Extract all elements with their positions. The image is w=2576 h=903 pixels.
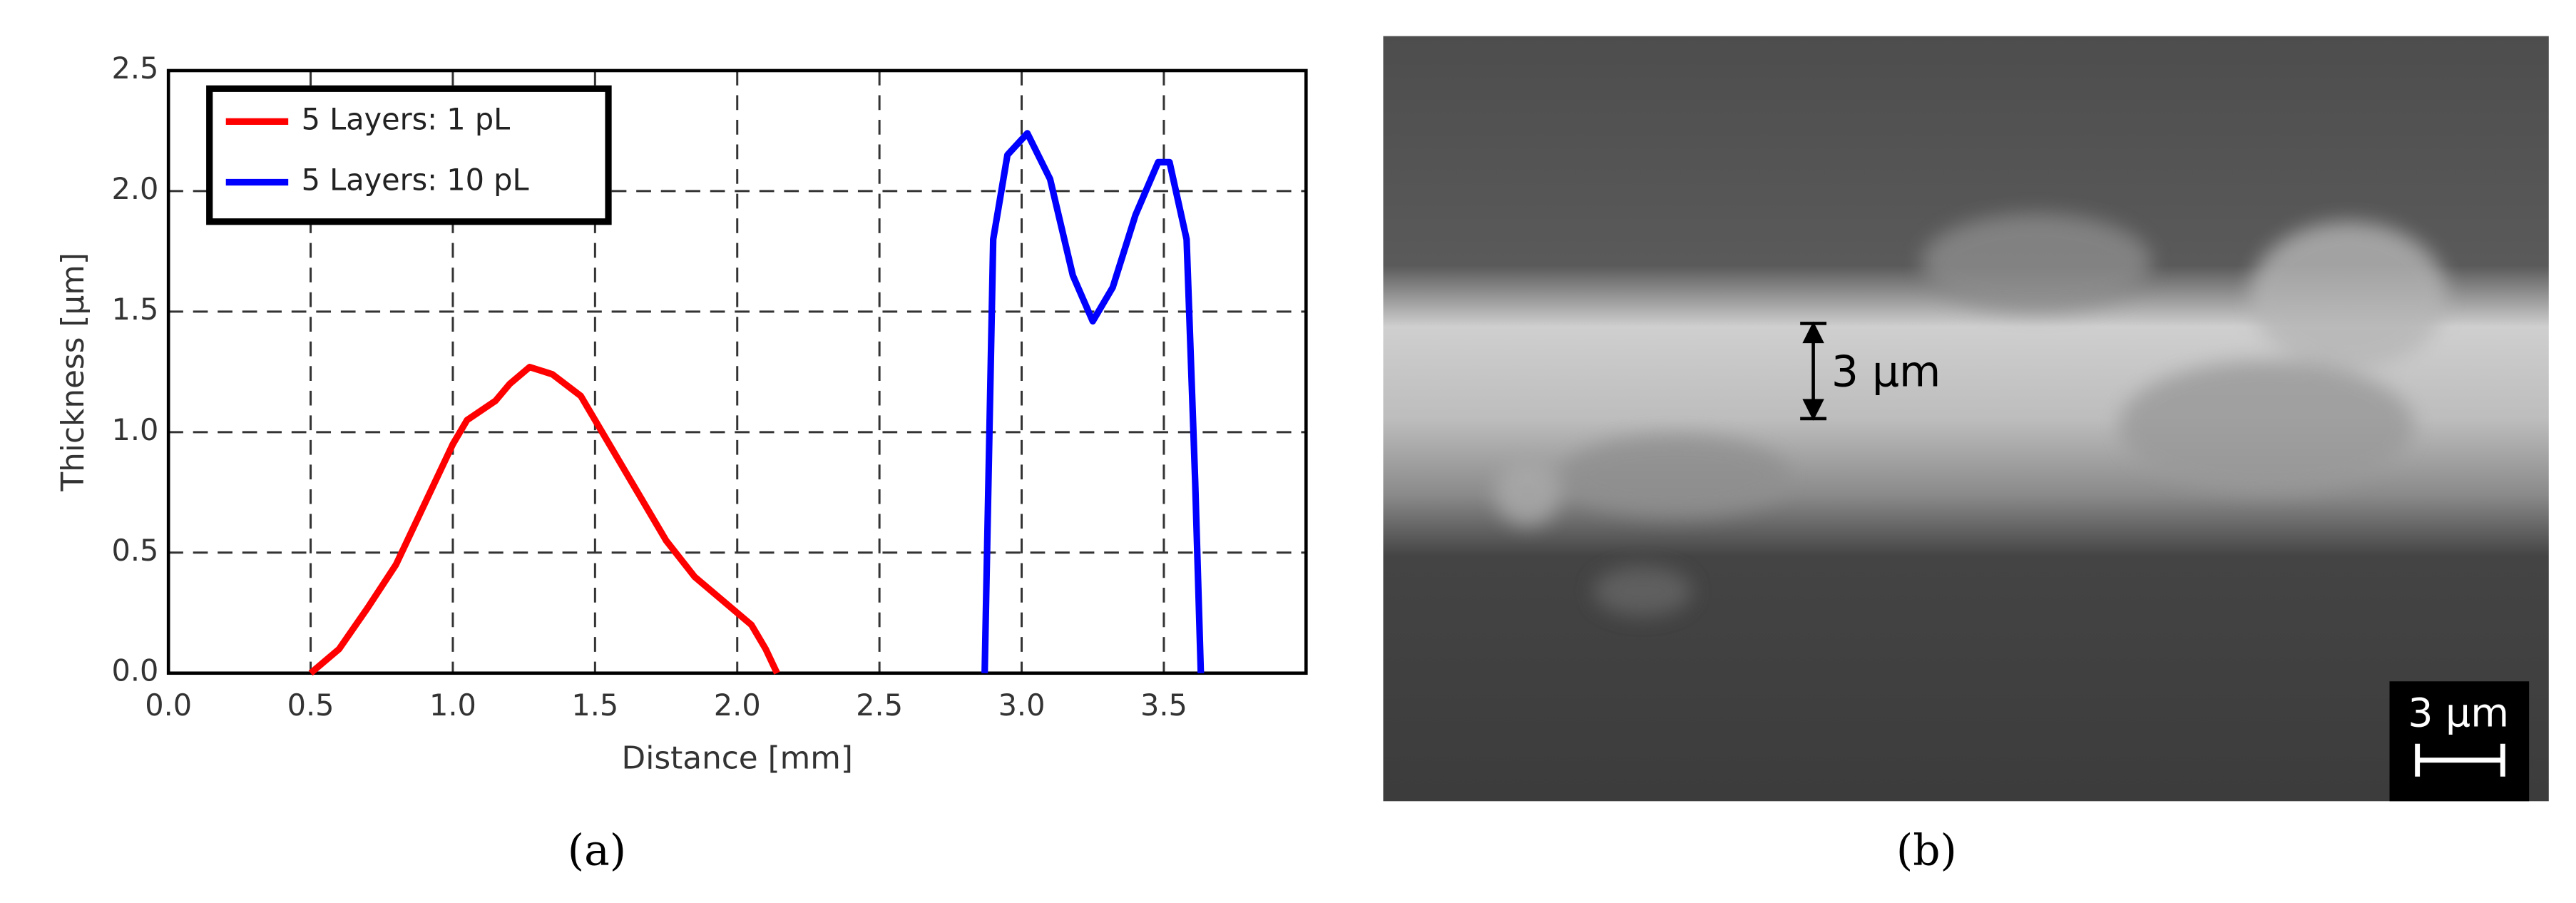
y-tick-label: 1.0 [111,413,158,447]
x-tick-label: 1.5 [571,688,618,723]
plot-area: 0.0 0.5 1.0 1.5 2.0 2.5 3.0 3.5 0.0 0.5 1.0 1.5 2.0 2… [55,51,1308,777]
x-axis-label: Distance [mm] [622,740,853,777]
panel-label: (a) [568,826,626,876]
y-tick-label: 1.5 [111,292,158,327]
x-tick-label: 3.0 [998,688,1046,723]
legend: 5 Layers: 1 pL 5 Layers: 10 pL [206,85,612,225]
legend-box [206,85,612,225]
legend-label: 5 Layers: 1 pL [302,102,511,136]
data-line [981,130,1205,673]
x-tick-label: 0.5 [287,688,334,723]
legend-label: 5 Layers: 10 pL [302,163,529,198]
x-tick-label: 3.5 [1140,688,1187,723]
scale-bar-label: 3 µm [2408,691,2509,737]
data-line [308,364,780,676]
y-tick-label: 2.0 [111,172,158,206]
sem-image: 3 µm 3 µm [1383,36,2549,802]
x-tick-label: 0.0 [145,688,192,723]
y-tick-label: 2.5 [111,51,158,86]
y-axis-label: Thickness [µm] [55,252,91,492]
x-tick-label: 2.0 [714,688,761,723]
thickness-annotation: 3 µm [1831,347,1941,397]
x-tick-label: 2.5 [856,688,903,723]
plot-frame [166,68,1308,675]
x-tick-label: 1.0 [429,688,476,723]
y-tick-label: 0.0 [111,654,158,688]
y-tick-label: 0.5 [111,534,158,568]
panel-label: (b) [1896,826,1957,876]
